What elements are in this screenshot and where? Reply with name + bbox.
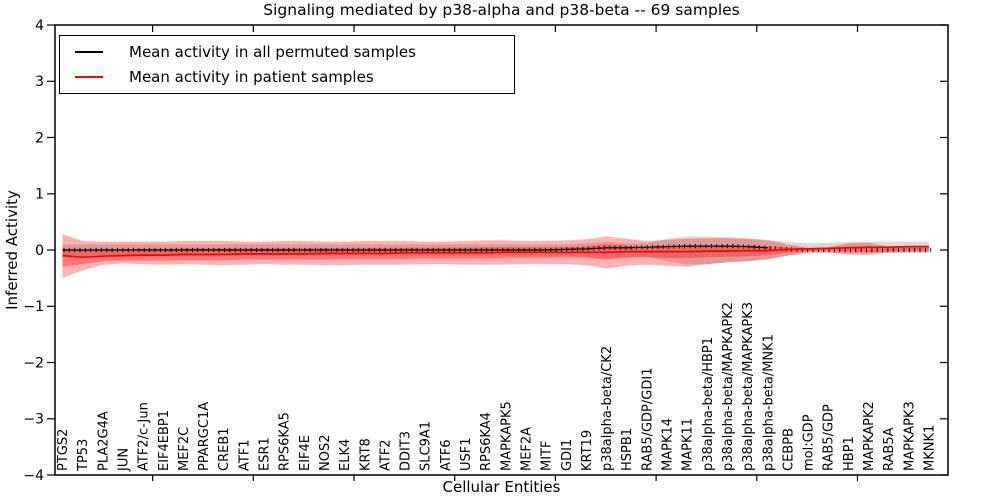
x-category-label: MAPK14 — [661, 418, 676, 471]
y-tick-label: −1 — [23, 299, 44, 315]
x-category-label: p38alpha-beta/MAPKAPK2 — [721, 302, 736, 471]
y-tick-label: 3 — [35, 74, 44, 90]
x-category-label: MEF2A — [520, 427, 535, 471]
y-tick-label: 1 — [35, 187, 44, 203]
x-category-label: KRT19 — [580, 430, 595, 471]
x-category-label: PTGS2 — [56, 429, 71, 471]
x-category-label: PPARGC1A — [197, 402, 212, 471]
x-category-label: RPS6KA5 — [278, 412, 293, 471]
x-category-label: PLA2G4A — [96, 411, 111, 471]
x-category-label: JUN — [116, 448, 131, 472]
x-category-label: p38alpha-beta/CK2 — [600, 346, 615, 471]
legend-item-patient: Mean activity in patient samples — [60, 68, 514, 86]
x-category-label: RAB5A — [882, 427, 897, 471]
x-category-label: HBP1 — [842, 436, 857, 471]
x-category-label: SLC9A1 — [419, 421, 434, 471]
x-category-label: CEBPB — [781, 428, 796, 471]
x-category-label: ATF6 — [439, 439, 454, 471]
x-axis-label: Cellular Entities — [442, 478, 561, 496]
y-axis-label: Inferred Activity — [3, 190, 21, 310]
x-category-label: RPS6KA4 — [479, 412, 494, 471]
legend: Mean activity in all permuted samples Me… — [59, 35, 515, 94]
legend-line-sample-permuted — [75, 51, 103, 53]
y-tick-label: 0 — [35, 243, 44, 259]
legend-item-permuted: Mean activity in all permuted samples — [60, 43, 514, 61]
x-category-label: MITF — [540, 441, 555, 471]
x-category-label: MAPKAPK2 — [862, 401, 877, 471]
y-tick-label: −2 — [23, 355, 44, 371]
x-category-label: ESR1 — [258, 437, 273, 471]
x-category-label: p38alpha-beta/MNK1 — [761, 334, 776, 471]
x-category-label: ELK4 — [338, 439, 353, 471]
y-tick-label: 4 — [35, 18, 44, 34]
x-category-label: p38alpha-beta/HBP1 — [701, 337, 716, 471]
x-category-label: HSPB1 — [620, 428, 635, 471]
x-category-label: p38alpha-beta/MAPKAPK3 — [741, 302, 756, 471]
x-category-label: GDI1 — [560, 439, 575, 471]
x-category-label: EIF4EBP1 — [157, 410, 172, 471]
x-category-label: KRT8 — [358, 438, 373, 471]
x-category-label: ATF1 — [237, 439, 252, 471]
y-tick-label: −4 — [23, 468, 44, 484]
x-category-label: DDIT3 — [399, 431, 414, 471]
x-category-label: MKNK1 — [922, 425, 937, 471]
x-category-label: EIF4E — [298, 435, 313, 471]
band-patient-range-outer — [62, 234, 929, 279]
x-category-label: TP53 — [76, 439, 91, 472]
x-category-label: mol:GDP — [802, 414, 817, 471]
legend-label-permuted: Mean activity in all permuted samples — [129, 43, 416, 61]
x-category-label: MAPKAPK5 — [499, 401, 514, 471]
line-patient-mean — [62, 245, 929, 259]
x-category-label: ATF2/c-Jun — [137, 402, 152, 471]
line-permuted-mean — [62, 245, 768, 251]
x-category-label: ATF2 — [378, 439, 393, 471]
x-category-label: MAPK11 — [681, 418, 696, 471]
legend-label-patient: Mean activity in patient samples — [129, 68, 374, 86]
x-category-label: MAPKAPK3 — [902, 401, 917, 471]
x-category-label: MEF2C — [177, 427, 192, 471]
legend-line-sample-patient — [75, 76, 103, 78]
x-category-label: RAB5/GDP — [822, 404, 837, 471]
chart-title: Signaling mediated by p38-alpha and p38-… — [263, 1, 740, 19]
permuted-error-ticks — [63, 244, 932, 253]
x-category-label: NOS2 — [318, 435, 333, 471]
y-tick-label: 2 — [35, 130, 44, 146]
y-tick-label: −3 — [23, 412, 44, 428]
x-category-label: RAB5/GDP/GDI1 — [640, 368, 655, 471]
x-category-label: USF1 — [459, 437, 474, 471]
x-category-label: CREB1 — [217, 427, 232, 471]
